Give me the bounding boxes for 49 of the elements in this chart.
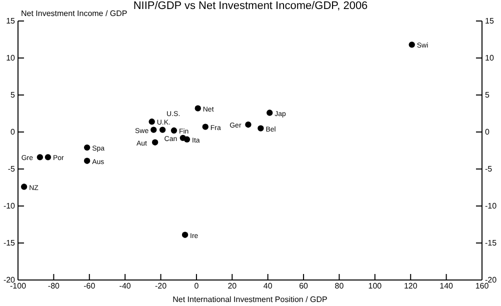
point: [84, 158, 90, 164]
y-axis-title: Net Investment Income / GDP: [21, 9, 128, 18]
x-tick-label: -100: [10, 282, 27, 291]
point: [44, 154, 52, 160]
x-tick-label: -60: [84, 282, 96, 291]
y2-tick-label: 10: [485, 54, 494, 63]
point: [184, 136, 190, 142]
y2-tick-label: 0: [485, 128, 490, 137]
y-tick-label: 10: [6, 54, 16, 63]
point: [170, 127, 178, 134]
point: [258, 125, 264, 132]
point: [194, 105, 201, 112]
point: [202, 124, 208, 130]
x-tick-label: -80: [48, 282, 60, 291]
y-tick-label: -10: [3, 202, 16, 211]
x-tick-label: -20: [154, 282, 168, 291]
x-tick-label: 160: [475, 282, 490, 291]
x-tick-label: 40: [263, 282, 273, 291]
x-tick-label: -40: [119, 282, 132, 291]
x-tick-label: 100: [368, 282, 382, 291]
point: [150, 126, 157, 133]
point: [152, 139, 158, 146]
y-tick-label: -5: [8, 164, 16, 174]
y2-tick-label: 5: [485, 90, 490, 100]
x-tick-label: 120: [404, 282, 418, 291]
point: [182, 232, 188, 238]
y2-tick-label: -10: [485, 202, 498, 211]
y-tick-label: -15: [3, 238, 16, 248]
point: [266, 110, 273, 116]
y-tick-label: 15: [6, 16, 16, 26]
chart-title: NIIP/GDP vs Net Investment Income/GDP, 2006: [133, 0, 368, 12]
point: [159, 126, 166, 133]
point: [36, 154, 44, 160]
y2-tick-label: -5: [485, 164, 493, 174]
x-tick-label: 60: [299, 282, 309, 291]
point: [148, 118, 155, 125]
y-tick-label: 5: [10, 90, 16, 100]
point: [245, 122, 252, 128]
point: [408, 42, 415, 48]
x-tick-label: 0: [194, 282, 200, 291]
x-tick-label: 140: [440, 282, 454, 291]
point: [84, 144, 90, 151]
y2-tick-label: -15: [485, 238, 498, 248]
x-axis-title: Net International Investment Position / GDP: [172, 295, 328, 304]
x-tick-label: 80: [334, 282, 344, 291]
point: [20, 184, 28, 190]
y2-tick-label: 15: [485, 16, 494, 26]
x-tick-label: 20: [228, 282, 238, 291]
y-tick-label: 0: [10, 128, 16, 137]
